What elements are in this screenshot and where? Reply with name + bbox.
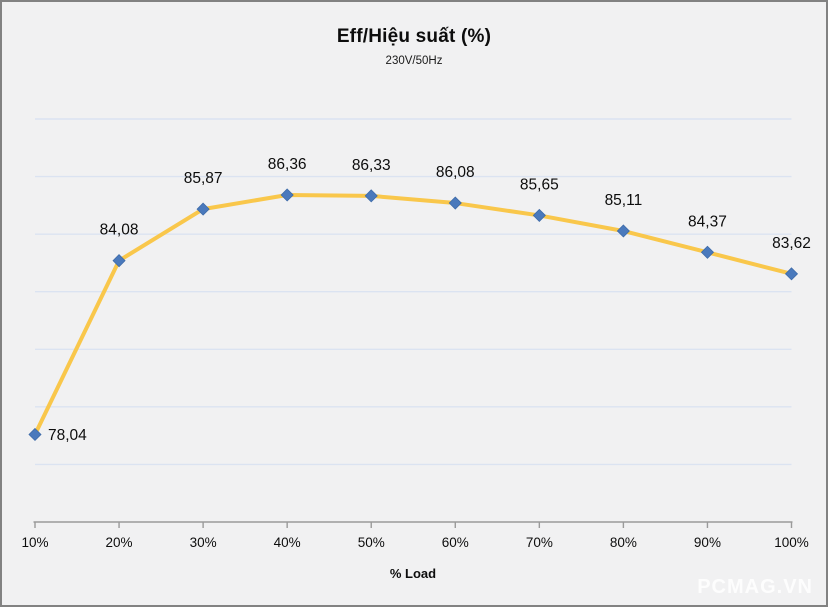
data-point-label: 84,08 (100, 222, 139, 239)
x-tick-label: 70% (526, 535, 553, 550)
data-point-label: 84,37 (688, 213, 727, 230)
data-point-marker (28, 427, 42, 442)
data-point-label: 86,33 (352, 157, 391, 174)
data-point-label: 83,62 (772, 235, 811, 252)
data-point-marker (616, 224, 630, 238)
data-point-marker (700, 245, 715, 259)
watermark-pcmag: PCMAG.VN (697, 576, 813, 598)
data-point-label: 85,11 (605, 192, 643, 209)
chart-subtitle: 230V/50Hz (385, 55, 443, 67)
x-tick-label: 50% (358, 535, 385, 550)
data-point-label: 85,87 (184, 170, 223, 187)
x-tick-label: 100% (774, 535, 809, 550)
x-tick-label: 90% (694, 535, 721, 550)
x-axis-title: % Load (389, 566, 437, 581)
data-point-marker (532, 208, 546, 222)
data-point-marker (364, 189, 378, 203)
data-point-label: 78,04 (48, 427, 87, 444)
data-point-marker (196, 202, 210, 216)
data-point-label: 86,36 (268, 156, 307, 173)
data-point-label: 86,08 (436, 164, 475, 181)
x-tick-label: 30% (190, 535, 217, 550)
x-tick-label: 60% (442, 535, 469, 550)
data-point-label: 85,65 (520, 176, 559, 193)
data-point-marker (112, 254, 126, 268)
data-point-marker (448, 196, 462, 210)
x-tick-label: 80% (610, 535, 637, 550)
x-tick-label: 10% (21, 535, 48, 550)
series-line (33, 192, 794, 437)
data-point-marker (784, 267, 799, 281)
data-point-marker (280, 188, 294, 202)
x-tick-label: 40% (274, 535, 301, 550)
chart-title: Eff/Hiệu suất (%) (336, 26, 492, 47)
x-tick-label: 20% (106, 535, 133, 550)
